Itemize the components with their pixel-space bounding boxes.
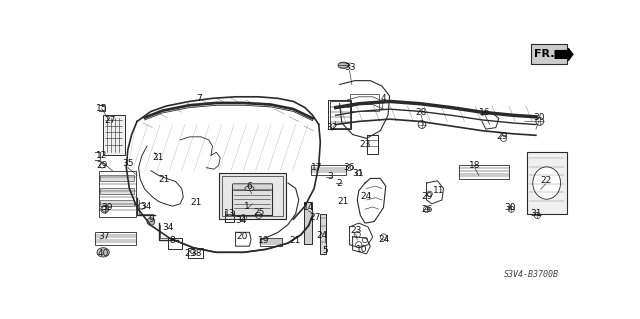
Bar <box>100 200 134 206</box>
Text: 38: 38 <box>190 249 202 258</box>
Text: 36: 36 <box>343 163 355 172</box>
Text: 24: 24 <box>379 235 390 244</box>
Bar <box>320 214 326 254</box>
Bar <box>232 186 272 215</box>
Ellipse shape <box>245 186 254 191</box>
Text: 20: 20 <box>236 233 248 241</box>
Text: 13: 13 <box>224 209 235 218</box>
Text: 24: 24 <box>360 192 371 201</box>
Bar <box>188 249 204 258</box>
Text: 37: 37 <box>98 233 109 241</box>
Text: 8: 8 <box>170 236 175 245</box>
Text: 19: 19 <box>259 236 270 245</box>
Text: FR.: FR. <box>534 49 555 59</box>
Text: 24: 24 <box>316 231 328 240</box>
Bar <box>221 176 284 216</box>
Bar <box>349 94 379 111</box>
Text: 39: 39 <box>101 203 113 212</box>
Bar <box>219 173 287 219</box>
Text: 29: 29 <box>497 132 508 141</box>
Text: 9: 9 <box>148 216 154 225</box>
Text: 34: 34 <box>162 223 173 232</box>
Text: 27: 27 <box>104 116 116 125</box>
Text: 31: 31 <box>352 168 364 178</box>
Bar <box>103 115 125 155</box>
Text: 21: 21 <box>338 197 349 206</box>
Bar <box>95 232 136 245</box>
Text: 1: 1 <box>244 202 250 211</box>
Text: 7: 7 <box>196 94 202 103</box>
Bar <box>330 101 349 128</box>
Text: 35: 35 <box>122 159 134 167</box>
Text: 12: 12 <box>96 151 108 160</box>
Text: 16: 16 <box>479 108 491 117</box>
Bar <box>99 171 136 217</box>
Bar <box>100 175 134 182</box>
Bar <box>100 188 134 194</box>
Bar <box>459 165 509 179</box>
Text: 33: 33 <box>344 63 355 72</box>
Bar <box>311 165 346 174</box>
Bar <box>531 44 566 64</box>
FancyBboxPatch shape <box>232 184 273 190</box>
Text: 32: 32 <box>326 123 337 132</box>
Bar <box>168 239 182 249</box>
Text: 26: 26 <box>421 205 432 214</box>
Ellipse shape <box>97 248 109 257</box>
Bar <box>527 152 566 214</box>
Text: 22: 22 <box>540 176 552 185</box>
Text: 30: 30 <box>504 203 515 212</box>
Text: 23: 23 <box>359 140 371 149</box>
Text: 31: 31 <box>530 209 541 218</box>
Text: 6: 6 <box>246 182 252 191</box>
Text: 2: 2 <box>336 179 342 188</box>
Text: 10: 10 <box>356 245 367 254</box>
Text: 17: 17 <box>310 163 322 172</box>
Text: S3V4-B3700B: S3V4-B3700B <box>504 270 559 278</box>
Text: 29: 29 <box>184 249 196 258</box>
Ellipse shape <box>533 167 561 199</box>
Ellipse shape <box>147 218 155 226</box>
Text: 29: 29 <box>421 192 432 201</box>
Text: 34: 34 <box>236 216 246 225</box>
Ellipse shape <box>338 62 349 68</box>
Text: 28: 28 <box>415 108 427 117</box>
Text: 25: 25 <box>254 208 265 217</box>
Text: 21: 21 <box>191 198 202 207</box>
Bar <box>260 239 282 246</box>
Text: 29: 29 <box>97 161 108 170</box>
Text: 27: 27 <box>309 213 321 222</box>
Text: 23: 23 <box>350 226 362 235</box>
Text: 21: 21 <box>289 236 301 245</box>
Text: 3: 3 <box>328 172 333 182</box>
Text: 14: 14 <box>303 203 314 212</box>
Bar <box>304 202 312 244</box>
Text: 21: 21 <box>158 175 170 184</box>
Text: 18: 18 <box>469 161 481 170</box>
Text: 34: 34 <box>141 202 152 211</box>
Text: 40: 40 <box>97 249 109 258</box>
Text: 11: 11 <box>433 186 445 195</box>
Polygon shape <box>555 48 573 61</box>
Text: 21: 21 <box>152 153 163 162</box>
Text: 4: 4 <box>381 94 387 103</box>
Text: 30: 30 <box>533 113 545 122</box>
Text: 5: 5 <box>322 246 328 255</box>
Bar <box>328 100 351 129</box>
Text: 15: 15 <box>96 104 108 113</box>
